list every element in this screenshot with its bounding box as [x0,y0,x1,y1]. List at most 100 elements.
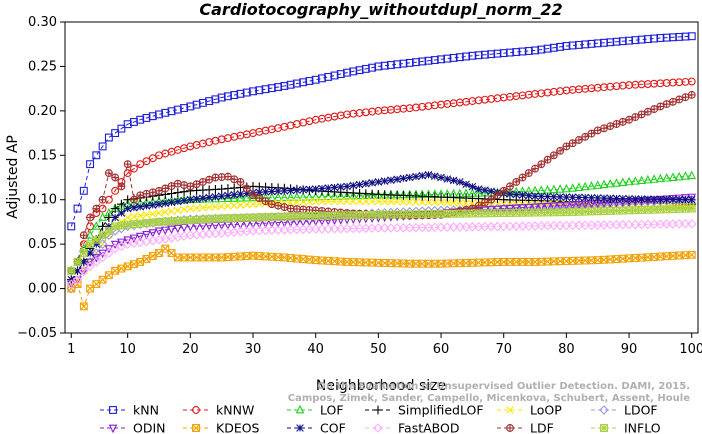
data-point-cof [481,186,489,194]
data-point-inflo [662,205,671,214]
data-point-lof [223,193,233,202]
data-point-lof [242,192,252,202]
data-point-fastabod [561,220,572,231]
legend-marker [599,405,609,415]
data-point-loop [330,197,339,206]
data-point-fastabod [373,223,384,233]
data-point-lof [637,175,646,185]
legend-marker [296,424,304,432]
legend: kNN kNNW LOF SimplifiedLOF LoOP LDOF ODIN KDEOS… [100,403,661,434]
data-point-cof [230,190,239,199]
data-point-kdeos [568,256,577,265]
data-point-fastabod [342,223,352,234]
data-point-lof [349,190,358,200]
data-point-knnw [299,118,308,127]
legend-label: LoOP [530,403,562,418]
data-point-loop [167,207,176,216]
y-tick-label: −0.05 [17,326,57,341]
data-point-odin [79,267,89,277]
data-point-ldf [111,173,120,182]
data-point-lof [85,230,95,239]
data-point-loop [387,197,395,206]
legend-item-fastabod: FastABOD [365,421,460,434]
data-point-ldf [581,132,590,141]
data-point-odin [568,201,577,210]
x-tick-label: 20 [182,342,199,357]
data-point-cof [562,193,571,201]
data-point-odin [505,204,515,214]
data-point-inflo [399,210,408,219]
data-point-loop [236,201,245,209]
data-point-ldf [562,142,571,151]
data-point-knn [687,32,696,41]
data-point-lof [298,191,308,201]
data-point-knn [111,129,120,138]
data-point-odin [123,236,132,245]
data-point-odin [580,200,590,210]
data-point-fastabod [392,223,402,233]
data-point-loop [418,198,427,206]
data-point-ldf [198,177,207,186]
data-point-lof [323,191,333,201]
data-point-ldf [493,191,502,200]
data-point-cof [224,191,232,200]
data-point-cof [130,203,138,212]
data-point-odin [530,203,540,213]
data-point-lof [361,190,371,199]
data-point-cof [474,185,483,193]
y-tick-label: 0.05 [28,237,57,252]
data-point-loop [180,205,188,214]
data-point-cof [568,193,577,202]
legend-label: INFLO [624,421,661,434]
data-point-ldf [574,136,583,144]
data-point-ldf [167,182,176,191]
data-point-cof [662,195,671,204]
data-point-lof [562,183,571,193]
data-point-ldf [531,164,539,173]
x-tick-label: 30 [245,342,262,357]
data-point-lof [549,184,559,194]
data-point-kdeos [198,253,207,262]
legend-item-knn: kNN [100,403,159,418]
data-point-cof [318,184,326,193]
data-point-inflo [374,210,383,219]
data-point-knnw [205,138,214,147]
legend-item-ldof: LDOF [591,403,658,418]
data-point-cof [644,195,652,203]
watermark-line-1: On the Evaluation of Unsupervised Outlie… [317,381,690,392]
data-point-odin [104,245,114,254]
data-point-inflo [123,220,132,229]
data-point-fastabod [442,222,453,232]
data-point-lof [342,190,352,200]
data-point-ldf [267,200,276,209]
data-point-fastabod [542,220,553,231]
data-point-odin [173,224,183,234]
data-point-fastabod [310,224,321,234]
data-point-lof [643,174,653,184]
data-point-cof [299,185,307,194]
data-point-odin [117,238,126,248]
y-tick-label: 0.15 [28,148,57,163]
data-point-knnw [211,136,220,145]
data-point-ldf [280,203,289,212]
data-point-odin [211,221,220,231]
data-point-cof [443,175,452,183]
data-point-cof [619,194,627,203]
data-point-inflo [656,205,665,214]
data-point-inflo [593,207,602,216]
data-point-cof [136,203,144,211]
x-axis-label: Neighborhood size [316,378,446,394]
data-point-ldf [506,182,514,191]
data-point-fastabod [580,220,590,230]
data-point-ldf [487,195,496,204]
data-point-cof [280,187,289,195]
data-point-lof [98,212,107,221]
data-point-fastabod [97,252,108,263]
y-tick-label: 0.10 [28,193,57,208]
x-tick-label: 80 [558,342,575,357]
data-point-odin [154,227,164,237]
data-point-fastabod [605,220,616,230]
data-point-fastabod [323,224,334,234]
data-point-loop [456,199,464,207]
data-point-cof [550,192,558,201]
